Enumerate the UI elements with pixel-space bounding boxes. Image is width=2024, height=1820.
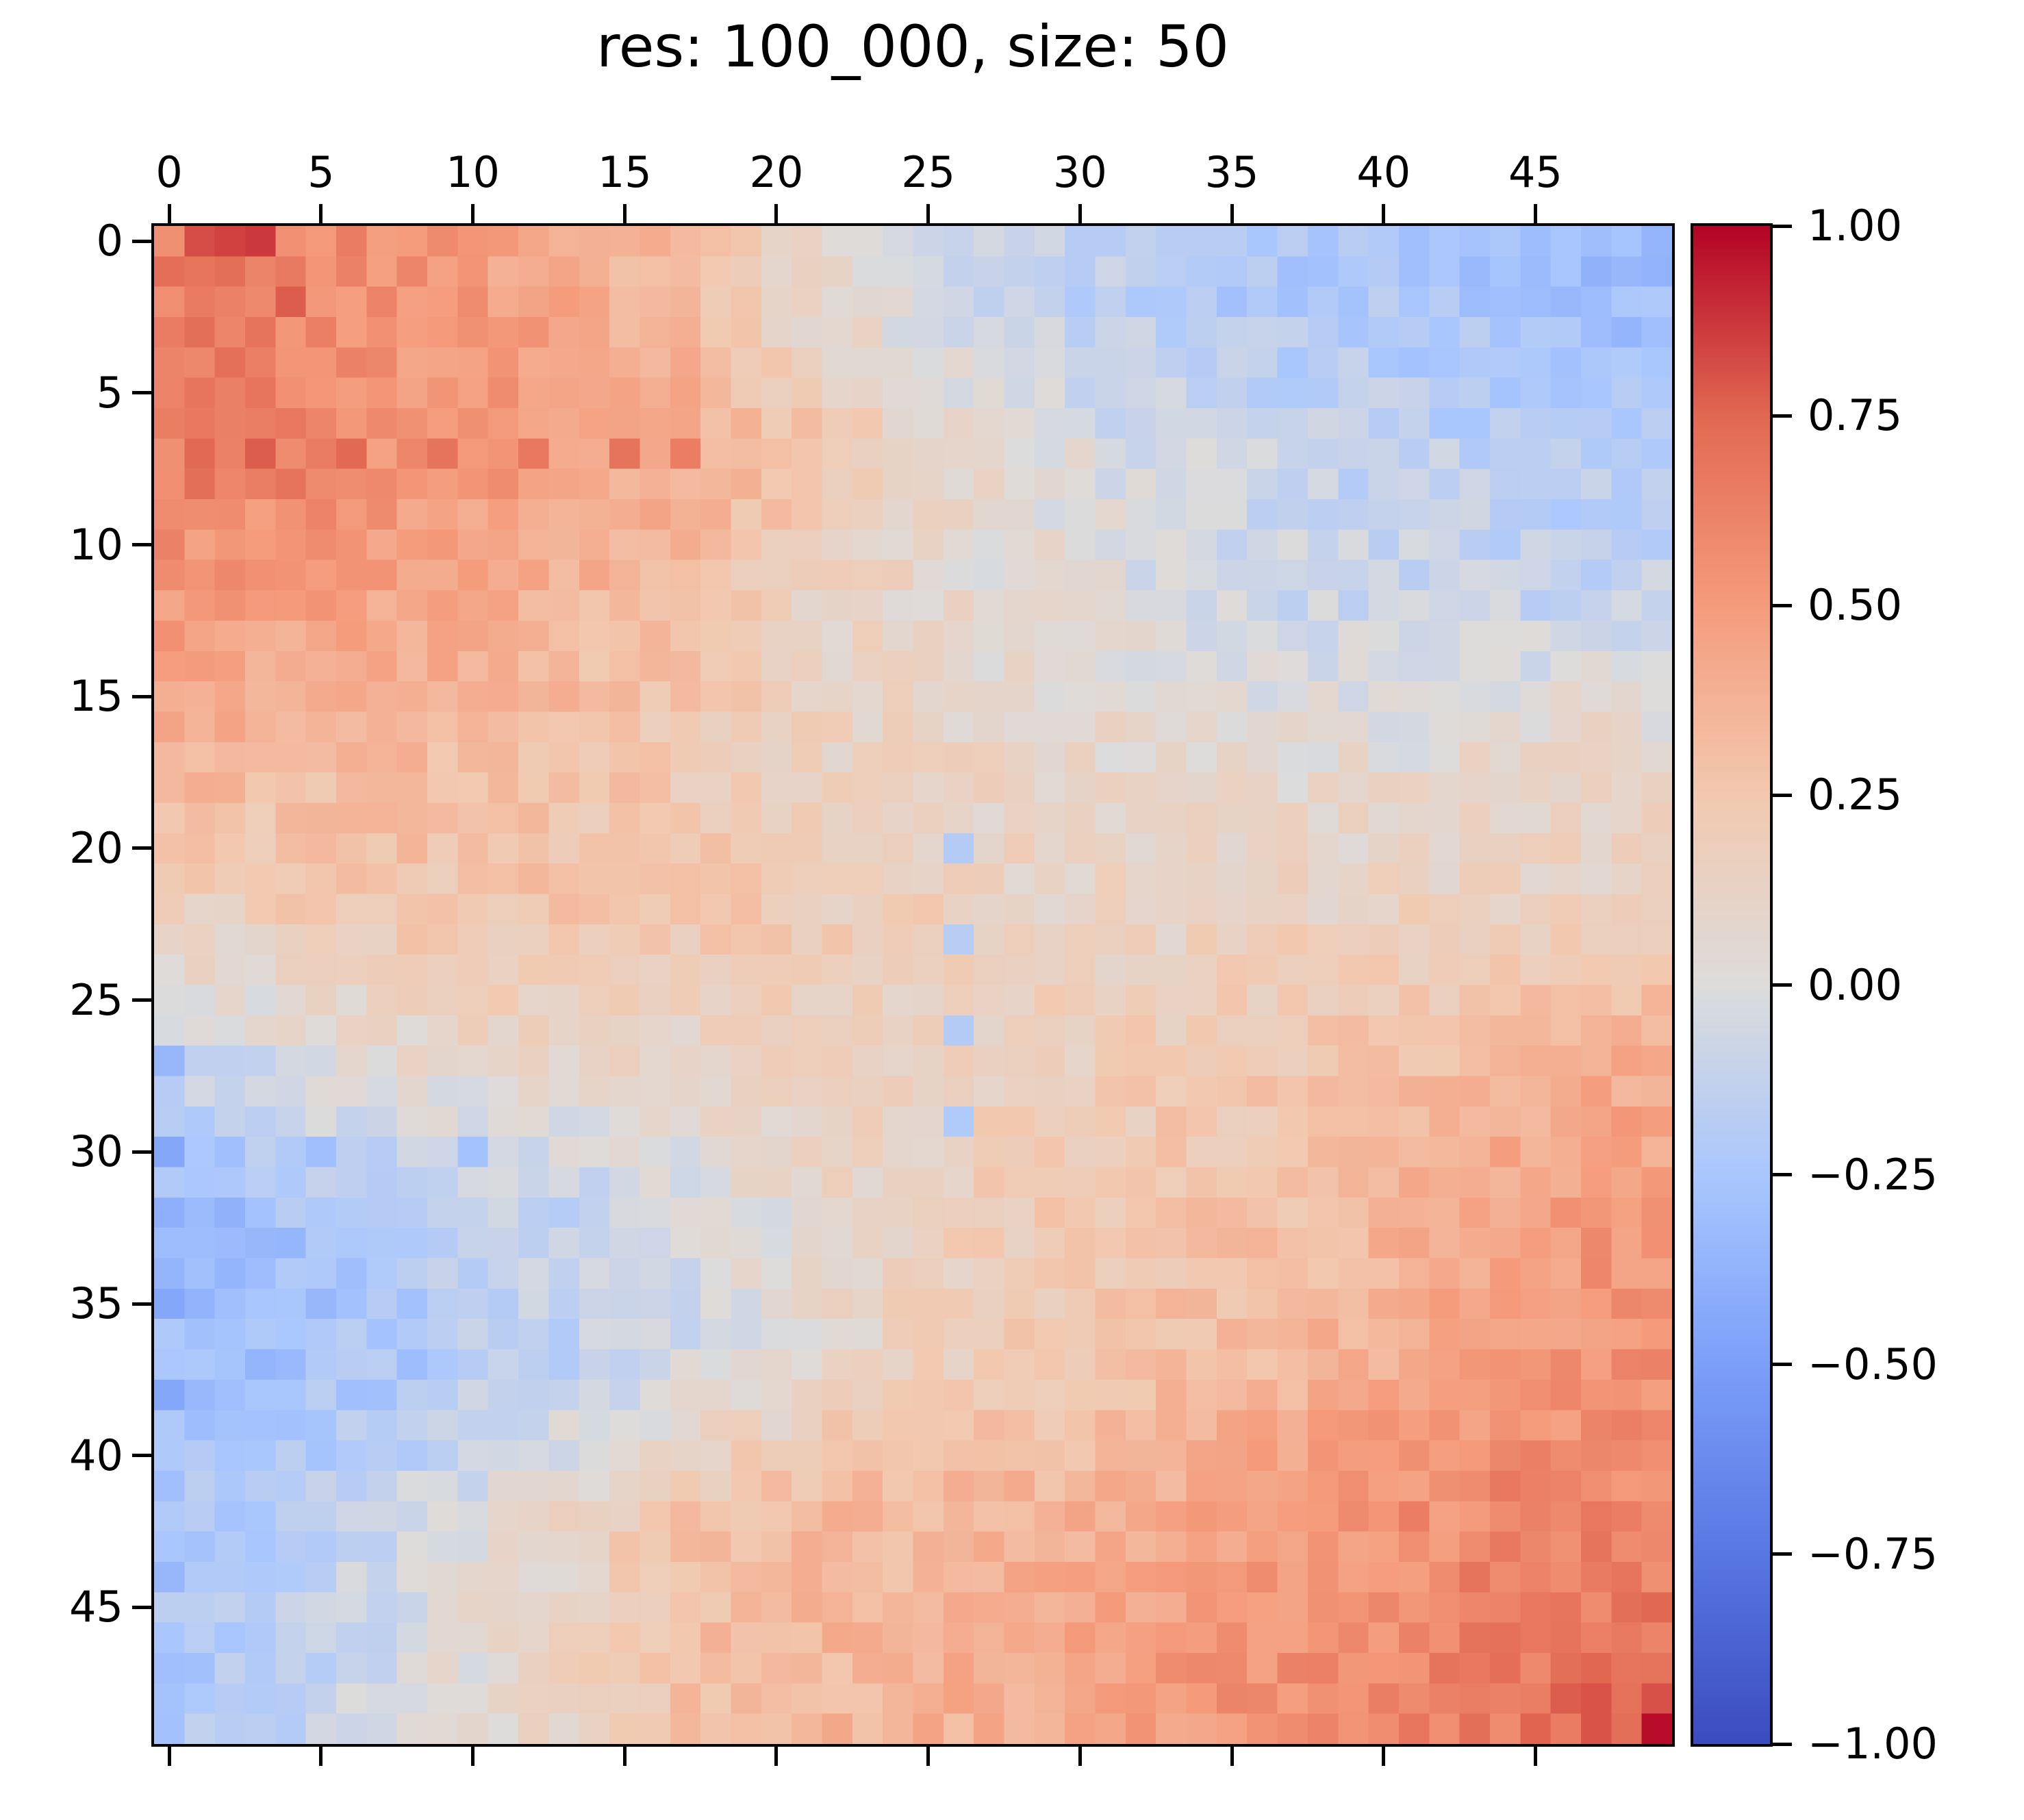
x-tick-label: 20	[749, 147, 804, 197]
y-axis-tick	[132, 1454, 153, 1458]
y-axis-tick	[132, 1150, 153, 1154]
x-axis-tick-bottom	[774, 1745, 779, 1766]
x-axis-tick-bottom	[1533, 1745, 1537, 1766]
colorbar-tick	[1770, 603, 1792, 607]
x-tick-label: 45	[1508, 147, 1563, 197]
x-tick-label: 15	[597, 147, 652, 197]
y-axis-tick	[132, 694, 153, 698]
colorbar-tick	[1770, 1742, 1792, 1746]
heatmap-plot-area	[151, 223, 1675, 1747]
x-tick-label: 5	[307, 147, 335, 197]
y-tick-label: 20	[69, 822, 123, 873]
y-tick-label: 15	[69, 671, 123, 722]
y-axis-tick	[132, 391, 153, 395]
x-axis-tick-bottom	[167, 1745, 171, 1766]
y-tick-label: 35	[69, 1278, 123, 1329]
x-tick-label: 35	[1204, 147, 1259, 197]
x-axis-tick-top	[167, 204, 171, 225]
x-axis-tick-top	[1533, 204, 1537, 225]
y-tick-label: 5	[96, 367, 123, 418]
colorbar-tick	[1770, 1552, 1792, 1556]
y-axis-tick	[132, 846, 153, 850]
colorbar-tick-label: 0.25	[1808, 770, 1903, 820]
x-axis-tick-top	[1230, 204, 1234, 225]
y-axis-tick	[132, 998, 153, 1002]
x-axis-tick-top	[319, 204, 323, 225]
y-tick-label: 30	[69, 1126, 123, 1177]
colorbar-tick-label: −0.75	[1808, 1528, 1938, 1579]
x-axis-tick-top	[1382, 204, 1386, 225]
x-axis-tick-bottom	[1230, 1745, 1234, 1766]
x-axis-tick-top	[1078, 204, 1082, 225]
x-axis-tick-bottom	[319, 1745, 323, 1766]
x-axis-tick-top	[774, 204, 779, 225]
colorbar-tick-label: −0.25	[1808, 1149, 1938, 1200]
colorbar-tick	[1770, 224, 1792, 228]
x-tick-label: 40	[1356, 147, 1411, 197]
colorbar-tick-label: −1.00	[1808, 1719, 1938, 1769]
colorbar-tick-label: 0.00	[1808, 959, 1903, 1010]
colorbar	[1691, 223, 1773, 1747]
y-tick-label: 10	[69, 519, 123, 570]
colorbar-tick-label: 0.50	[1808, 580, 1903, 631]
colorbar-tick	[1770, 1173, 1792, 1177]
x-axis-tick-bottom	[471, 1745, 475, 1766]
y-axis-tick	[132, 1302, 153, 1306]
colorbar-gradient-canvas	[1693, 226, 1770, 1744]
y-axis-tick	[132, 239, 153, 243]
x-axis-tick-bottom	[622, 1745, 627, 1766]
chart-title: res: 100_000, size: 50	[596, 13, 1229, 80]
colorbar-tick-label: −0.50	[1808, 1339, 1938, 1389]
x-tick-label: 30	[1052, 147, 1107, 197]
y-tick-label: 45	[69, 1582, 123, 1632]
x-axis-tick-bottom	[1078, 1745, 1082, 1766]
colorbar-tick-label: 0.75	[1808, 390, 1903, 441]
y-tick-label: 25	[69, 974, 123, 1025]
colorbar-tick	[1770, 1363, 1792, 1367]
colorbar-tick	[1770, 793, 1792, 797]
x-axis-tick-bottom	[1382, 1745, 1386, 1766]
x-axis-tick-top	[622, 204, 627, 225]
y-axis-tick	[132, 1605, 153, 1609]
colorbar-tick	[1770, 414, 1792, 418]
x-tick-label: 0	[155, 147, 183, 197]
y-tick-label: 40	[69, 1430, 123, 1480]
colorbar-tick-label: 1.00	[1808, 201, 1903, 251]
x-tick-label: 10	[446, 147, 501, 197]
x-tick-label: 25	[901, 147, 956, 197]
x-axis-tick-bottom	[926, 1745, 931, 1766]
y-axis-tick	[132, 543, 153, 547]
colorbar-tick	[1770, 983, 1792, 987]
heatmap-canvas	[154, 226, 1672, 1744]
x-axis-tick-top	[471, 204, 475, 225]
x-axis-tick-top	[926, 204, 931, 225]
y-tick-label: 0	[96, 216, 123, 266]
